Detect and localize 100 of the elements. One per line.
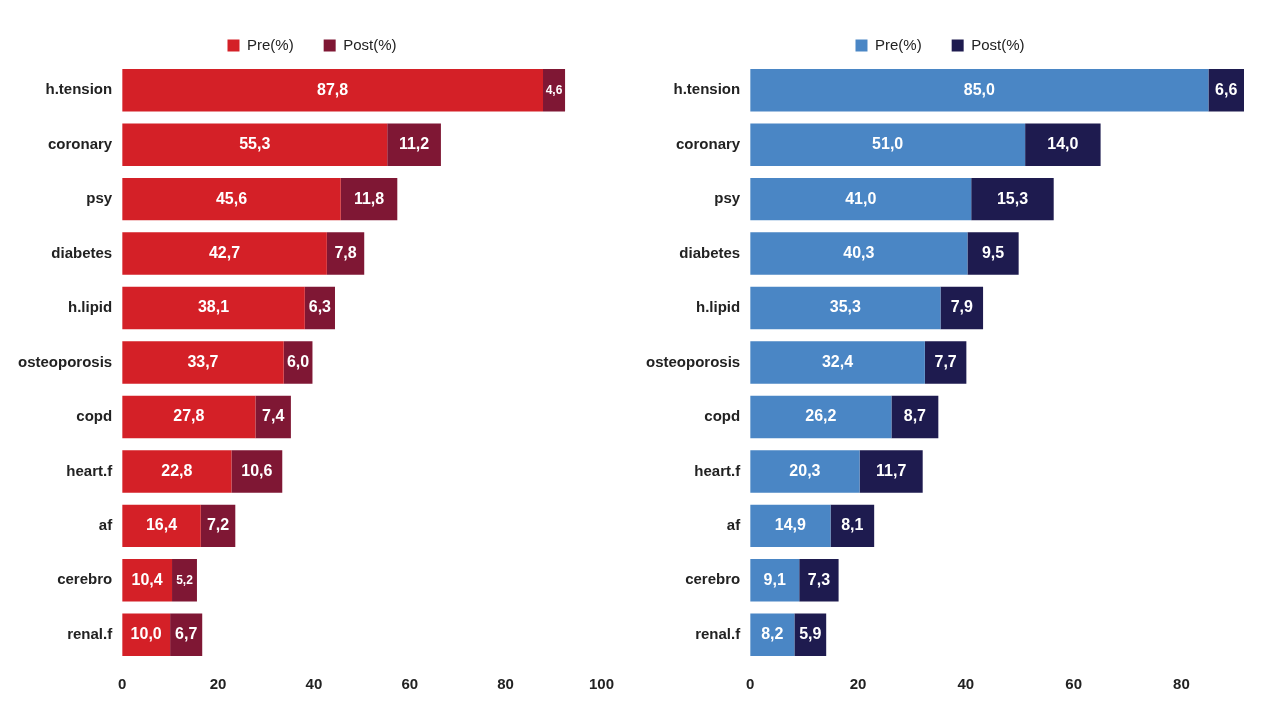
data-label: 7,9 <box>950 298 973 316</box>
x-tick-label: 0 <box>746 675 755 693</box>
x-tick-label: 60 <box>1065 675 1082 693</box>
bar <box>122 504 201 548</box>
y-tick-label: diabetes <box>679 243 741 261</box>
data-label: 6,3 <box>308 298 332 316</box>
data-label: 15,3 <box>996 189 1029 207</box>
data-label: 42,7 <box>208 244 241 261</box>
y-tick-label: af <box>98 516 114 533</box>
bar <box>122 177 341 221</box>
data-label: 38,1 <box>197 298 230 316</box>
y-tick-label: coronary <box>47 134 113 152</box>
y-tick-label: h.tension <box>45 80 113 98</box>
x-tick-label: 20 <box>849 675 867 693</box>
data-label: 45,6 <box>215 189 248 207</box>
bar <box>859 450 923 493</box>
data-label: 8,1 <box>841 516 864 534</box>
y-tick-label: diabetes <box>51 243 113 261</box>
y-tick-label: heart.f <box>694 461 742 479</box>
bar <box>750 123 1026 166</box>
bar <box>891 395 939 439</box>
bar <box>122 123 388 166</box>
data-label: 11,2 <box>398 135 430 153</box>
x-tick-label: 0 <box>118 675 127 693</box>
data-label: 7,8 <box>334 244 357 261</box>
data-label: 10,4 <box>131 570 163 588</box>
x-tick-label: 80 <box>497 675 514 693</box>
bar <box>971 177 1054 221</box>
data-label: 8,2 <box>761 625 784 643</box>
bar <box>750 559 800 602</box>
data-label: 16,4 <box>145 516 178 534</box>
data-label: 7,7 <box>934 352 957 370</box>
bar <box>750 504 831 548</box>
data-label: 7,3 <box>807 570 831 588</box>
data-label: 6,7 <box>175 625 198 643</box>
bar <box>924 341 967 384</box>
bar <box>122 395 256 439</box>
bar <box>122 68 544 112</box>
data-label: 6,6 <box>1215 80 1238 98</box>
x-tick-label: 40 <box>957 675 975 693</box>
data-label: 9,1 <box>763 570 786 588</box>
y-tick-label: renal.f <box>695 624 742 642</box>
bar <box>750 232 968 275</box>
data-label: 7,4 <box>262 407 285 425</box>
bar <box>326 232 365 275</box>
bar <box>1025 123 1101 166</box>
data-label: 10,6 <box>241 461 273 479</box>
y-tick-label: h.tension <box>673 80 741 98</box>
bar <box>750 286 941 330</box>
bar <box>750 68 1209 112</box>
data-label: 26,2 <box>805 407 837 425</box>
data-label: 7,2 <box>206 516 230 534</box>
bar <box>231 450 283 493</box>
bar <box>387 123 441 166</box>
legend-label: Post(%) <box>343 35 397 53</box>
y-tick-label: heart.f <box>66 461 114 479</box>
data-label: 35,3 <box>829 298 862 316</box>
data-label: 11,7 <box>876 461 907 479</box>
x-tick-label: 100 <box>588 675 614 693</box>
data-label: 22,8 <box>161 461 193 479</box>
bar <box>750 395 892 439</box>
x-tick-label: 80 <box>1173 675 1190 693</box>
y-tick-label: cerebro <box>57 570 113 588</box>
legend-label: Post(%) <box>971 35 1025 53</box>
data-label: 9,5 <box>981 244 1005 261</box>
data-label: 87,8 <box>317 80 349 98</box>
data-label: 5,2 <box>176 572 194 587</box>
data-label: 14,9 <box>774 516 807 534</box>
bar <box>255 395 291 439</box>
y-tick-label: h.lipid <box>696 298 741 316</box>
data-label: 40,3 <box>843 244 875 261</box>
data-label: 27,8 <box>173 407 205 425</box>
bar <box>750 450 860 493</box>
data-label: 6,0 <box>286 352 310 370</box>
data-label: 55,3 <box>239 135 271 153</box>
bar <box>122 232 327 275</box>
legend-label: Pre(%) <box>246 35 294 53</box>
y-tick-label: h.lipid <box>68 298 113 316</box>
data-label: 11,8 <box>353 189 385 207</box>
y-tick-label: af <box>726 516 742 533</box>
y-tick-label: renal.f <box>67 624 114 642</box>
y-tick-label: copd <box>704 407 741 425</box>
bar <box>122 286 305 330</box>
data-label: 14,0 <box>1047 135 1079 153</box>
data-label: 32,4 <box>821 352 854 370</box>
y-tick-label: osteoporosis <box>17 352 113 370</box>
bar <box>172 559 197 602</box>
bar <box>122 341 284 384</box>
data-label: 10,0 <box>130 625 162 643</box>
y-tick-label: copd <box>76 407 113 425</box>
y-tick-label: cerebro <box>685 570 741 588</box>
legend-label: Pre(%) <box>874 35 922 53</box>
data-label: 85,0 <box>963 80 995 98</box>
data-label: 4,6 <box>545 82 563 97</box>
y-tick-label: osteoporosis <box>645 352 741 370</box>
data-label: 33,7 <box>187 352 219 370</box>
y-tick-label: psy <box>714 189 741 207</box>
bar <box>967 232 1019 275</box>
data-label: 20,3 <box>789 461 821 479</box>
bar <box>750 341 925 384</box>
